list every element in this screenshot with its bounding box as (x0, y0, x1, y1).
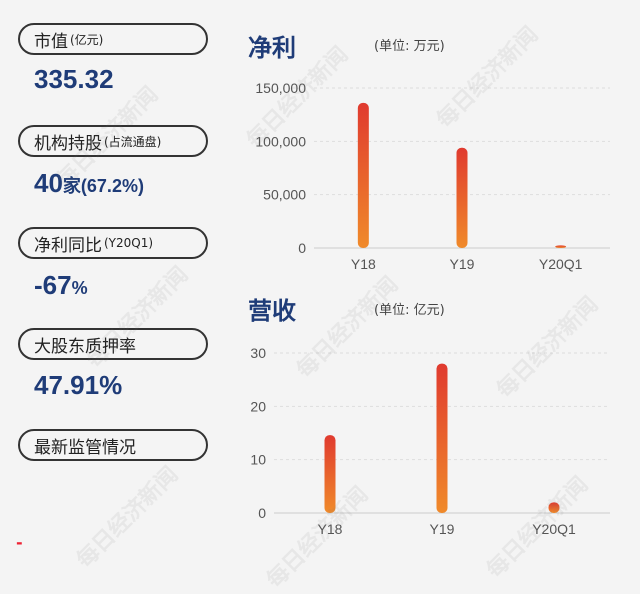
y-tick-label: 30 (250, 345, 266, 361)
chart1-title: 净利 (248, 34, 296, 62)
y-tick-label: 10 (250, 452, 266, 468)
bar-y19 (456, 147, 468, 248)
x-tick-label: Y20Q1 (532, 521, 576, 537)
net-profit-yoy-sub: (Y20Q1) (104, 236, 154, 250)
pledge-ratio-title: 大股东质押率 (34, 336, 136, 357)
market-cap-title: 市值 (34, 31, 68, 52)
bar-y18 (324, 435, 336, 513)
institution-holding-number: 40 (34, 168, 63, 198)
chart2-unit: (单位: 亿元) (374, 303, 445, 318)
institution-holding-suffix: 家(67.2%) (62, 176, 144, 196)
bar-y18 (357, 102, 369, 248)
pledge-ratio-label: 大股东质押率 (18, 328, 208, 360)
institution-holding-value: 40家(67.2%) (34, 168, 144, 199)
y-tick-label: 0 (258, 505, 266, 521)
market-cap-number: 335.32 (34, 64, 114, 94)
net-profit-yoy-value: -67% (34, 270, 88, 301)
institution-holding-label: 机构持股 (占流通盘) (18, 125, 208, 157)
x-tick-label: Y18 (351, 256, 376, 272)
net-profit-yoy-suffix: % (71, 278, 88, 298)
net-profit-chart: 0 50,000 100,000 150,000 Y18 Y19 Y20Q1 (255, 80, 610, 272)
bar-y20q1 (555, 245, 567, 248)
footer-mark: - (16, 533, 23, 552)
y-tick-label: 0 (298, 240, 306, 256)
left-panel: 市值 (亿元) 335.32 机构持股 (占流通盘) 40家(67.2%) 净利同比… (0, 0, 230, 577)
x-tick-label: Y18 (318, 521, 343, 537)
market-cap-label: 市值 (亿元) (18, 23, 208, 55)
y-tick-label: 150,000 (255, 80, 306, 96)
x-tick-label: Y19 (430, 521, 455, 537)
bar-y20q1 (548, 502, 560, 513)
market-cap-value: 335.32 (34, 64, 114, 95)
institution-holding-sub: (占流通盘) (104, 134, 162, 149)
y-tick-label: 100,000 (255, 133, 306, 149)
institution-holding-title: 机构持股 (34, 133, 102, 154)
x-tick-label: Y19 (450, 256, 475, 272)
chart1-unit: (单位: 万元) (374, 39, 445, 54)
regulation-status-label[interactable]: 最新监管情况 (18, 429, 208, 461)
x-tick-label: Y20Q1 (539, 256, 583, 272)
regulation-status-title: 最新监管情况 (34, 437, 136, 458)
y-tick-label: 50,000 (263, 187, 306, 203)
y-tick-label: 20 (250, 398, 266, 414)
pledge-ratio-number: 47.91% (34, 370, 123, 400)
net-profit-yoy-number: -67 (34, 270, 72, 300)
net-profit-yoy-title: 净利同比 (34, 235, 102, 256)
bar-y19 (436, 363, 448, 513)
market-cap-sub: (亿元) (70, 32, 104, 47)
revenue-chart: 0 10 20 30 Y18 Y19 Y20Q1 (250, 345, 610, 537)
net-profit-yoy-label: 净利同比 (Y20Q1) (18, 227, 208, 259)
pledge-ratio-value: 47.91% (34, 370, 122, 401)
chart2-title: 营收 (248, 297, 296, 325)
